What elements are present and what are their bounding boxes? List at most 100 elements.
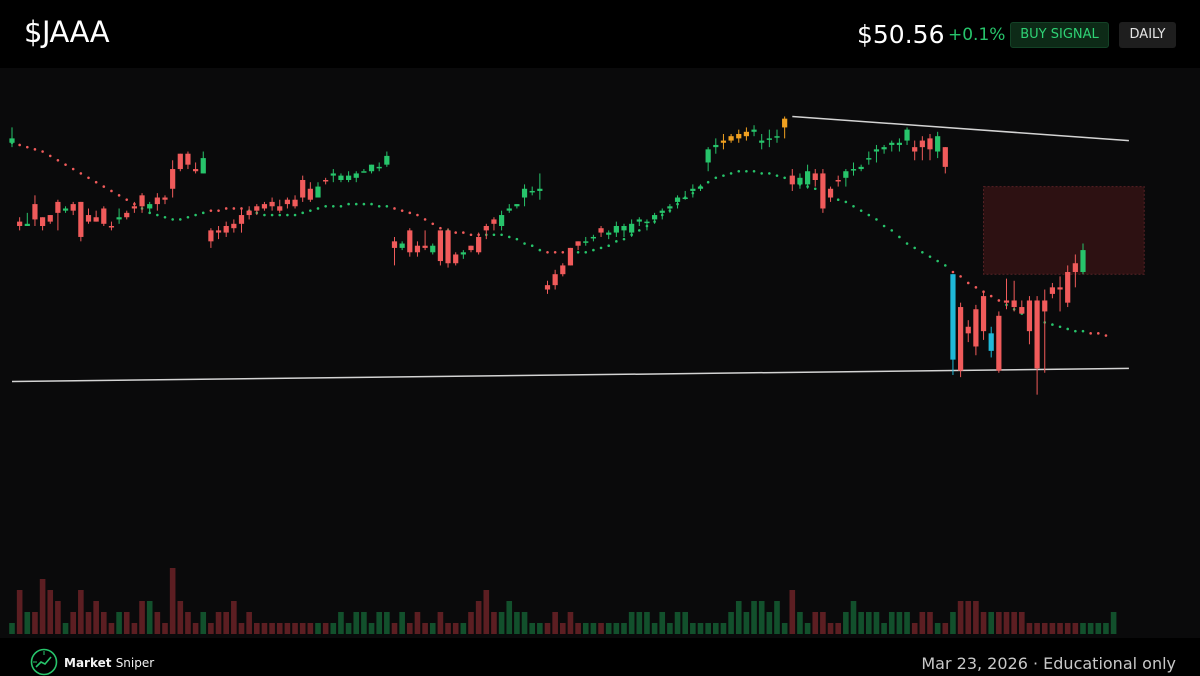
trailing-stop-dot <box>362 202 366 206</box>
volume-bar <box>927 612 933 634</box>
candle-body <box>965 326 971 334</box>
candle-body <box>330 173 336 176</box>
trailing-stop-dot <box>553 250 557 254</box>
candle-body <box>1065 272 1071 303</box>
candle <box>414 241 421 257</box>
trailing-stop-dot <box>507 235 511 239</box>
candle-body <box>575 241 581 246</box>
buy-signal-badge[interactable]: BUY SIGNAL <box>1010 22 1109 48</box>
candle <box>736 129 742 143</box>
volume-bar <box>384 612 390 634</box>
candle-body <box>1072 263 1078 272</box>
candle-body <box>78 201 84 237</box>
timeframe-button[interactable]: DAILY <box>1119 22 1176 48</box>
candle <box>200 151 206 174</box>
candle-body <box>935 136 941 152</box>
candle <box>690 184 696 198</box>
trailing-stop-dot <box>64 163 67 166</box>
candle <box>437 230 443 266</box>
candle-body <box>223 226 229 233</box>
candle-body <box>506 208 512 211</box>
volume-bar <box>812 612 819 634</box>
candle-body <box>85 215 92 222</box>
candle-body <box>705 149 711 163</box>
candle <box>544 280 551 294</box>
candle-body <box>590 236 596 239</box>
candle <box>980 291 987 340</box>
trailing-stop-dot <box>944 264 947 267</box>
trailing-stop-dot <box>1081 329 1085 333</box>
volume-bar <box>1103 623 1109 634</box>
trailing-stop-dot <box>592 248 595 252</box>
candle <box>78 201 84 242</box>
candle-body <box>361 171 367 173</box>
candle-body <box>1049 287 1055 294</box>
candle-body <box>147 204 153 209</box>
trailing-stop-dot <box>951 270 955 274</box>
volume-bar <box>146 601 153 634</box>
trailing-stop-dot <box>882 224 886 228</box>
trailing-stop-dot <box>921 250 924 254</box>
volume-bar <box>1064 623 1071 634</box>
candle-body <box>55 201 61 213</box>
volume-bar <box>575 623 581 634</box>
candle-body <box>215 230 222 233</box>
candle-body <box>437 230 443 262</box>
candle-body <box>858 166 864 170</box>
trailing-stop-dot <box>500 233 503 237</box>
candle <box>284 197 290 209</box>
volume-bar <box>169 568 176 634</box>
header-bar: $JAAA $50.56 +0.1% BUY SIGNAL DAILY <box>0 0 1200 68</box>
volume-bar <box>651 623 658 634</box>
candle <box>1049 282 1055 299</box>
volume-bar <box>361 612 367 634</box>
candle <box>292 195 298 209</box>
trailing-stop-dot <box>997 299 1001 302</box>
volume-bar <box>445 623 451 634</box>
candle-body <box>468 245 474 251</box>
candle-body <box>353 173 359 178</box>
volume-bar <box>996 612 1002 634</box>
candle-body <box>544 285 551 290</box>
volume-bar <box>873 612 880 634</box>
candle-body <box>598 228 604 233</box>
candle <box>827 186 834 202</box>
trailing-stop-dot <box>898 235 901 239</box>
volume-bar <box>705 623 711 634</box>
volume-bar <box>560 623 566 634</box>
volume-bar <box>101 612 107 634</box>
volume-bar <box>919 612 926 634</box>
candle-body <box>529 190 535 193</box>
volume-bar <box>468 612 474 634</box>
trailing-stop-dot <box>1104 334 1108 337</box>
candle <box>958 302 964 378</box>
trailing-stop-dot <box>263 213 266 217</box>
candle-body <box>728 136 734 141</box>
trailing-stop-dot <box>966 281 970 285</box>
candle-body <box>231 223 237 229</box>
candle <box>552 269 558 290</box>
trailing-stop-dot <box>354 202 358 206</box>
volume-bar <box>407 623 413 634</box>
candle <box>1011 280 1017 312</box>
candle-body <box>583 241 589 243</box>
volume-bar <box>192 623 199 634</box>
candle-body <box>674 197 681 202</box>
candle <box>453 252 459 266</box>
volume-bar <box>644 612 650 634</box>
candle <box>147 201 153 213</box>
volume-bar <box>200 612 207 634</box>
candle <box>759 134 765 150</box>
volume-bar <box>598 623 604 634</box>
candle <box>368 164 375 174</box>
trailing-stop-dot <box>278 213 282 217</box>
trailing-stop-dot <box>79 172 83 175</box>
volume-bar <box>1080 623 1086 634</box>
candle <box>889 140 895 152</box>
volume-bar <box>55 601 61 634</box>
candle-body <box>850 169 857 171</box>
candle <box>812 169 818 187</box>
volume-bar <box>62 623 69 634</box>
trailing-stop-dot <box>423 218 427 221</box>
candle <box>376 162 382 172</box>
